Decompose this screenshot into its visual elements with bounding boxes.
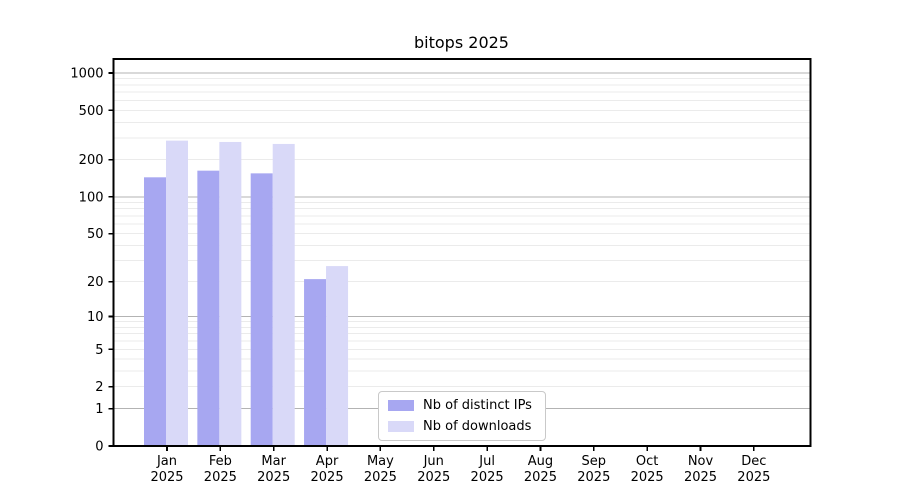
bar-downloads-apr — [326, 266, 349, 446]
x-tick-label: Nov 2025 — [684, 454, 717, 485]
x-tick-label: Jun 2025 — [417, 454, 450, 485]
x-tick-label: Apr 2025 — [311, 454, 344, 485]
x-tick-label: Oct 2025 — [631, 454, 664, 485]
bar-downloads-jan — [166, 140, 188, 447]
x-axis: Jan 2025 Feb 2025 Mar 2025 Apr 2025 May 2025 Jun 20… — [150, 446, 770, 485]
y-tick-label: 50 — [87, 227, 104, 242]
x-tick-label: May 2025 — [364, 454, 397, 485]
y-tick-label: 0 — [95, 440, 103, 455]
bar-downloads-mar — [272, 143, 295, 446]
x-tick-label: Jan 2025 — [150, 454, 183, 485]
legend-swatch-distinct-ips — [388, 400, 414, 412]
y-tick-label: 10 — [87, 310, 104, 325]
x-tick-label: Aug 2025 — [524, 454, 557, 485]
legend-label-downloads: Nb of downloads — [423, 418, 532, 434]
bars — [144, 140, 349, 447]
legend-swatch-downloads — [388, 420, 414, 432]
y-tick-label: 2 — [95, 380, 103, 395]
y-tick-label: 500 — [79, 104, 104, 119]
y-tick-label: 1 — [95, 402, 103, 417]
y-tick-label: 100 — [79, 190, 104, 205]
bar-distinct-ips-mar — [250, 173, 273, 446]
x-tick-label: Jul 2025 — [471, 454, 504, 485]
bar-downloads-feb — [219, 141, 242, 446]
legend-item-downloads: Nb of downloads — [388, 418, 532, 434]
y-tick-label: 1000 — [70, 67, 103, 82]
legend-label-distinct-ips: Nb of distinct IPs — [423, 398, 532, 413]
y-tick-label: 20 — [87, 275, 104, 290]
y-tick-label: 200 — [79, 153, 104, 168]
y-axis: 0 1 2 5 10 20 50 100 200 500 1000 — [70, 67, 114, 455]
x-tick-label: Mar 2025 — [257, 454, 290, 485]
chart-title: bitops 2025 — [414, 33, 509, 52]
legend: Nb of distinct IPs Nb of downloads — [378, 391, 546, 442]
bar-distinct-ips-feb — [197, 170, 220, 446]
x-tick-label: Dec 2025 — [737, 454, 770, 485]
bar-distinct-ips-apr — [304, 279, 327, 446]
x-tick-label: Sep 2025 — [577, 454, 610, 485]
x-tick-label: Feb 2025 — [204, 454, 237, 485]
bar-distinct-ips-jan — [144, 177, 166, 447]
legend-item-distinct-ips: Nb of distinct IPs — [388, 399, 532, 413]
plot-border — [112, 58, 812, 447]
y-tick-label: 5 — [95, 343, 103, 358]
